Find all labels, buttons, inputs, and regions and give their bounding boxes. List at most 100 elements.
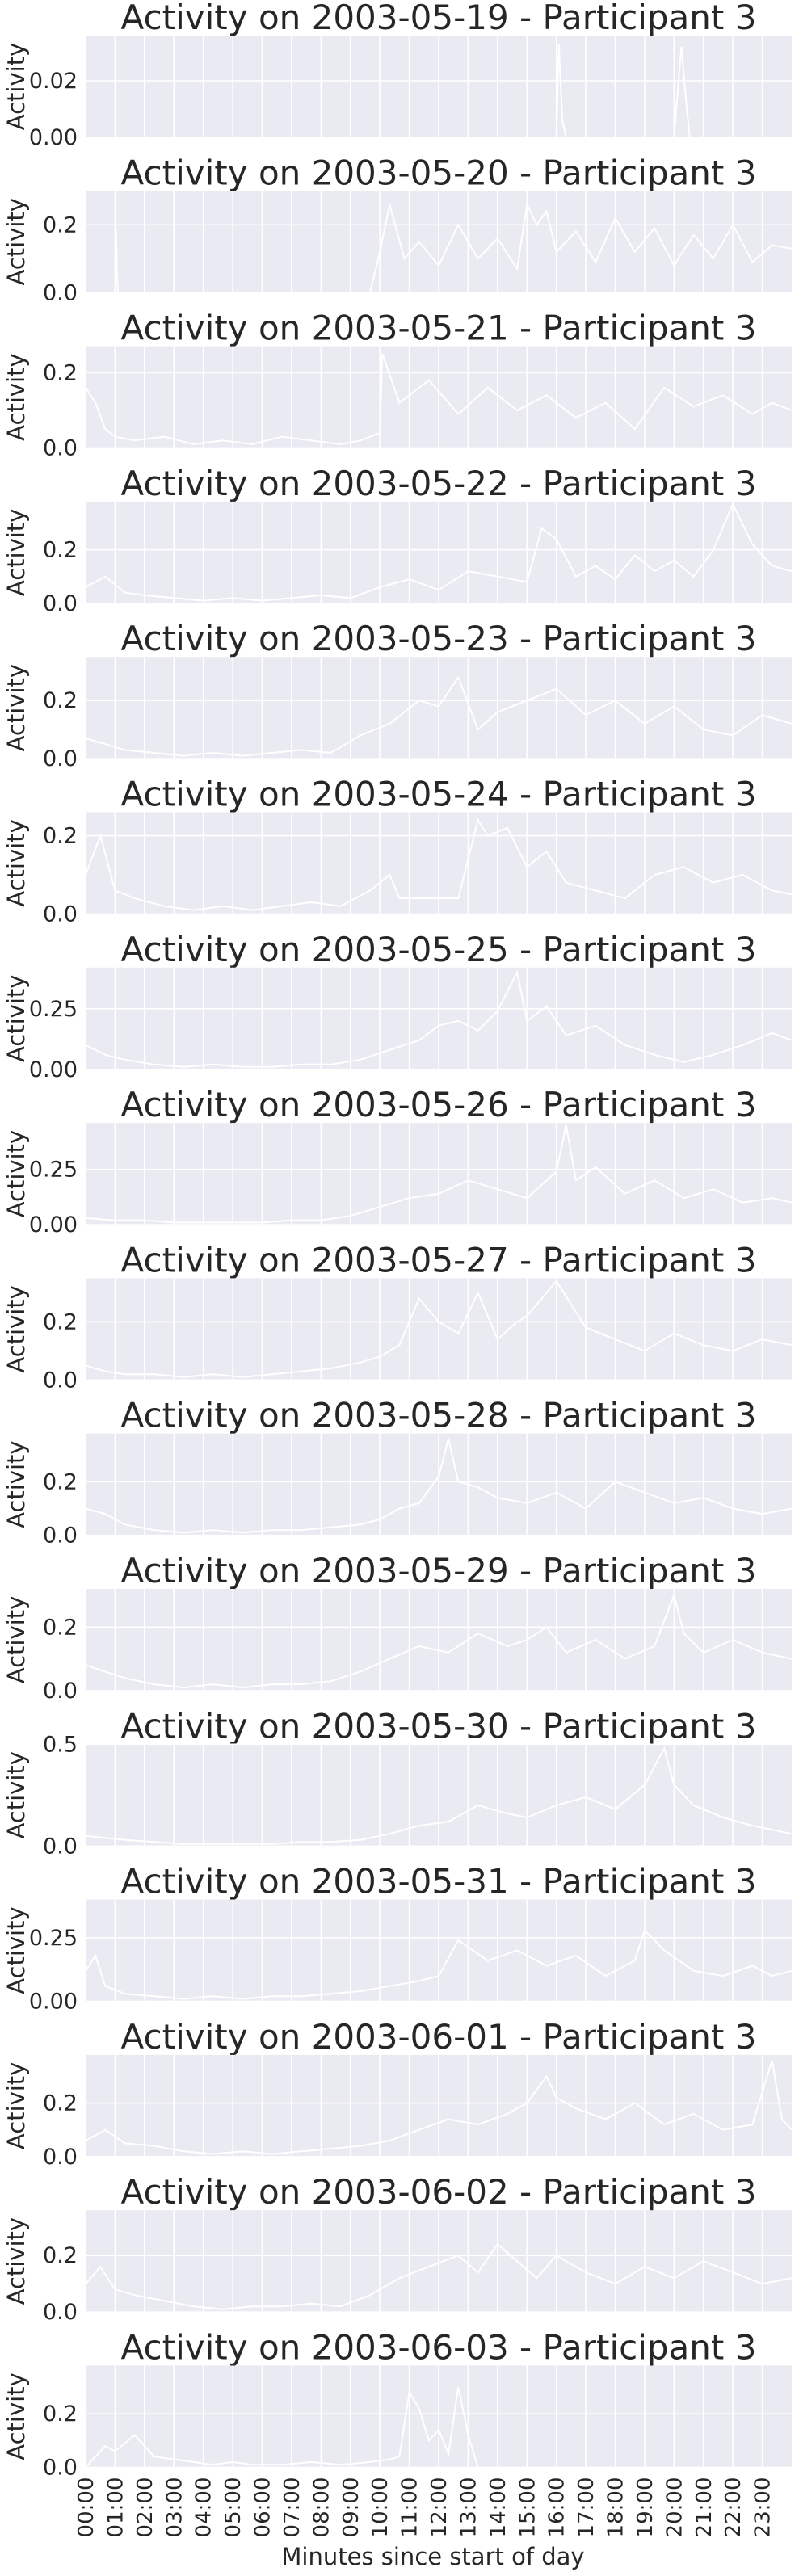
y-axis-label: Activity (2, 819, 30, 906)
activity-series-line (85, 817, 793, 911)
x-tick-label: 08:00 (309, 2477, 334, 2538)
panel: Activity on 2003-05-25 - Participant 3 0.… (2, 930, 793, 1082)
panel: Activity on 2003-06-01 - Participant 3 0.… (2, 2017, 793, 2170)
x-tick-label: 16:00 (545, 2477, 570, 2538)
panel-title: Activity on 2003-05-31 - Participant 3 (121, 1862, 757, 1902)
y-tick-label: 0.0 (43, 436, 78, 461)
panel: Activity on 2003-05-20 - Participant 3 0.… (2, 153, 793, 305)
panel-title: Activity on 2003-05-24 - Participant 3 (121, 775, 757, 814)
activity-series-line (85, 2060, 793, 2155)
activity-series-line (85, 1439, 793, 1534)
x-tick-label: 04:00 (192, 2477, 217, 2538)
x-tick-label: 20:00 (662, 2477, 687, 2538)
panel-title: Activity on 2003-06-01 - Participant 3 (121, 2017, 757, 2057)
y-tick-label: 0.5 (43, 1732, 78, 1757)
panel-title: Activity on 2003-05-27 - Participant 3 (121, 1240, 757, 1280)
y-axis-label: Activity (2, 1440, 30, 1528)
panel-title: Activity on 2003-05-25 - Participant 3 (121, 930, 757, 969)
x-tick-label: 15:00 (515, 2477, 540, 2538)
y-tick-label: 0.00 (29, 125, 78, 150)
y-axis-label: Activity (2, 1751, 30, 1838)
y-tick-label: 0.2 (43, 2091, 78, 2116)
y-tick-label: 0.2 (43, 538, 78, 563)
y-tick-label: 0.0 (43, 1679, 78, 1704)
panel: Activity on 2003-05-19 - Participant 3 0.… (2, 0, 792, 150)
x-tick-label: 14:00 (486, 2477, 511, 2538)
activity-series-line (85, 1124, 793, 1224)
y-tick-label: 0.2 (43, 1469, 78, 1494)
x-tick-label: 01:00 (103, 2477, 128, 2538)
y-tick-label: 0.2 (43, 212, 78, 237)
panel-title: Activity on 2003-06-02 - Participant 3 (121, 2172, 757, 2212)
x-tick-label: 10:00 (368, 2477, 393, 2538)
y-tick-label: 0.0 (43, 2456, 78, 2481)
panel: Activity on 2003-05-31 - Participant 3 0.… (2, 1862, 793, 2015)
y-axis-label: Activity (2, 1906, 30, 1994)
y-axis-label: Activity (2, 1596, 30, 1683)
activity-series-line (85, 353, 793, 445)
activity-series-line (85, 2386, 792, 2469)
x-tick-label: 00:00 (74, 2477, 99, 2538)
y-axis-label: Activity (2, 664, 30, 751)
x-tick-label: 19:00 (633, 2477, 658, 2538)
y-axis-label: Activity (2, 353, 30, 440)
panel: Activity on 2003-05-28 - Participant 3 0.… (2, 1396, 793, 1549)
x-tick-label: 07:00 (280, 2477, 305, 2538)
y-axis-label: Activity (2, 2062, 30, 2149)
panel-title: Activity on 2003-05-28 - Participant 3 (121, 1396, 757, 1435)
y-tick-label: 0.0 (43, 2145, 78, 2170)
y-tick-label: 0.25 (29, 1926, 78, 1951)
y-tick-label: 0.0 (43, 746, 78, 771)
activity-series-line (85, 2242, 793, 2310)
activity-series-line (85, 502, 793, 602)
panel: Activity on 2003-06-03 - Participant 3 0.… (2, 2328, 792, 2481)
activity-series-line (85, 1280, 793, 1378)
panel-title: Activity on 2003-05-21 - Participant 3 (121, 309, 757, 348)
panel-title: Activity on 2003-05-19 - Participant 3 (121, 0, 757, 37)
x-tick-label: 03:00 (162, 2477, 187, 2538)
x-tick-label: 02:00 (133, 2477, 158, 2538)
activity-series-line (85, 1746, 793, 1845)
x-tick-label: 23:00 (751, 2477, 776, 2538)
y-tick-label: 0.0 (43, 1834, 78, 1859)
activity-series-line (85, 675, 793, 757)
x-tick-label: 09:00 (339, 2477, 364, 2538)
y-axis-label: Activity (2, 43, 30, 130)
y-tick-label: 0.2 (43, 688, 78, 713)
y-tick-label: 0.25 (29, 1158, 78, 1183)
panel: Activity on 2003-05-22 - Participant 3 0.… (2, 464, 793, 616)
activity-series-line (86, 201, 793, 294)
activity-series-line (86, 44, 792, 138)
y-tick-label: 0.2 (43, 360, 78, 385)
panel: Activity on 2003-05-23 - Participant 3 0.… (2, 619, 793, 771)
y-axis-label: Activity (2, 975, 30, 1062)
y-tick-label: 0.2 (43, 1309, 78, 1334)
y-tick-label: 0.0 (43, 902, 78, 927)
y-tick-label: 0.0 (43, 1368, 78, 1393)
y-axis-label: Activity (2, 2217, 30, 2305)
x-tick-label: 17:00 (574, 2477, 599, 2538)
panel: Activity on 2003-05-26 - Participant 3 0.… (2, 1085, 793, 1238)
y-tick-label: 0.2 (43, 1615, 78, 1640)
panel-title: Activity on 2003-05-29 - Participant 3 (121, 1551, 757, 1591)
panel: Activity on 2003-05-27 - Participant 3 0.… (2, 1240, 793, 1393)
activity-series-line (85, 969, 793, 1068)
panel: Activity on 2003-05-21 - Participant 3 0.… (2, 309, 793, 461)
panel-title: Activity on 2003-05-30 - Participant 3 (121, 1706, 757, 1746)
panel-title: Activity on 2003-05-22 - Participant 3 (121, 464, 757, 503)
x-tick-label: 11:00 (398, 2477, 423, 2538)
x-axis: 00:00 01:00 02:00 03:00 04:00 05:00 06:00 07:00… (74, 2477, 776, 2538)
y-tick-label: 0.0 (43, 280, 78, 305)
y-tick-label: 0.00 (29, 1057, 78, 1082)
y-axis-label: Activity (2, 198, 30, 285)
panel: Activity on 2003-06-02 - Participant 3 0.… (2, 2172, 793, 2325)
x-tick-label: 05:00 (221, 2477, 246, 2538)
y-tick-label: 0.2 (43, 2402, 78, 2427)
y-tick-label: 0.0 (43, 2300, 78, 2325)
panel-title: Activity on 2003-05-20 - Participant 3 (121, 153, 757, 192)
panel: Activity on 2003-05-29 - Participant 3 0.… (2, 1551, 793, 1704)
x-tick-label: 18:00 (604, 2477, 629, 2538)
x-tick-label: 22:00 (721, 2477, 746, 2538)
y-tick-label: 0.02 (29, 69, 78, 94)
